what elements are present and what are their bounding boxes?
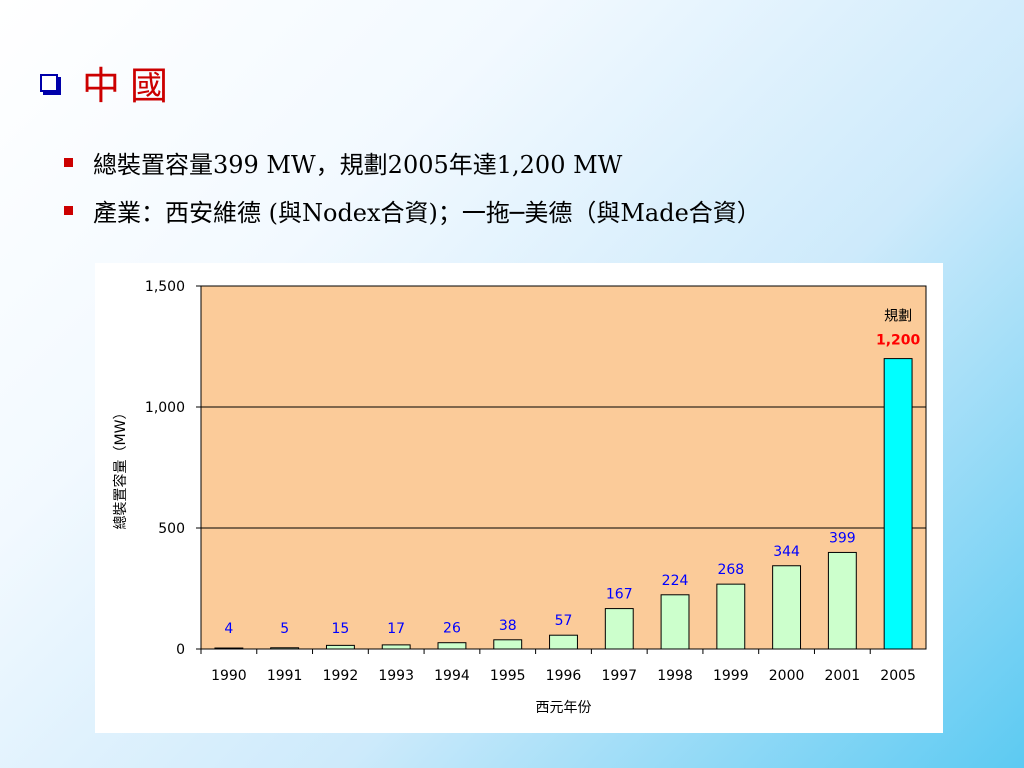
x-tick-label: 1990 — [211, 668, 247, 684]
x-axis-label: 西元年份 — [536, 700, 592, 716]
bar-1990 — [214, 647, 244, 650]
data-label-1998: 224 — [662, 573, 689, 589]
plan-note: 規劃 — [884, 309, 912, 325]
data-label-2001: 399 — [829, 530, 856, 546]
bar-2005 — [883, 358, 913, 650]
bar-1992 — [325, 644, 355, 650]
data-label-1994: 26 — [443, 621, 461, 637]
y-tick-label: 1,000 — [145, 400, 185, 416]
data-label-1990: 4 — [224, 621, 233, 637]
bar-1999 — [716, 583, 746, 650]
bullet-text: 產業：西安維德 (與Nodex合資)；一拖─美德（與Made合資） — [93, 198, 761, 227]
x-tick-label: 1997 — [601, 668, 637, 684]
data-label-2000: 344 — [773, 544, 800, 560]
x-tick-label: 1993 — [378, 668, 414, 684]
y-tick-label: 1,500 — [145, 279, 185, 295]
bullet-item: 總裝置容量399 MW，規劃2005年達1,200 MW — [64, 138, 761, 186]
x-tick-label: 1995 — [490, 668, 526, 684]
bar-2001 — [827, 551, 857, 650]
x-tick-label: 1996 — [546, 668, 582, 684]
x-tick-label: 1992 — [323, 668, 359, 684]
data-label-2005: 1,200 — [876, 333, 921, 349]
x-tick-label: 2000 — [769, 668, 805, 684]
bar-1997 — [604, 608, 634, 650]
x-axis: 1990 1991 1992 1993 1994 1995 1996 1997 1998 1999… — [200, 649, 916, 684]
bar-1993 — [381, 644, 411, 650]
x-tick-label: 1994 — [434, 668, 470, 684]
data-label-1995: 38 — [499, 618, 517, 634]
bar-1991 — [270, 647, 300, 650]
bar-1994 — [437, 642, 467, 650]
data-label-1992: 15 — [332, 621, 350, 637]
square-bullet-icon — [64, 157, 73, 167]
bars — [214, 358, 913, 650]
y-axis-label: 總裝置容量（MW） — [112, 406, 129, 530]
x-tick-label: 2001 — [825, 668, 861, 684]
y-axis: 0 500 1,000 1,500 — [145, 279, 201, 658]
data-label-1999: 268 — [717, 562, 744, 578]
y-tick-label: 0 — [176, 642, 185, 658]
data-label-1997: 167 — [606, 587, 633, 603]
bar-1998 — [660, 594, 690, 650]
plot-area — [200, 285, 927, 650]
bar-1996 — [549, 634, 578, 650]
slide-title: 中國 — [40, 55, 178, 110]
bar-2000 — [772, 565, 802, 650]
title-text: 中國 — [82, 64, 179, 108]
checkbox-bullet-icon — [40, 73, 58, 92]
bullet-item: 產業：西安維德 (與Nodex合資)；一拖─美德（與Made合資） — [64, 186, 761, 234]
data-labels: 4 5 15 17 26 38 57 167 224 268 344 399 1,200 — [224, 333, 920, 637]
x-tick-label: 1991 — [267, 668, 303, 684]
bullet-text: 總裝置容量399 MW，規劃2005年達1,200 MW — [93, 150, 623, 179]
bar-chart: 4 5 15 17 26 38 57 167 224 268 344 399 1,200 0 500 1,0… — [112, 279, 927, 716]
square-bullet-icon — [64, 205, 73, 215]
bullet-list: 總裝置容量399 MW，規劃2005年達1,200 MW 產業：西安維德 (與N… — [64, 138, 761, 234]
x-tick-label: 1998 — [657, 668, 693, 684]
x-tick-label: 1999 — [713, 668, 749, 684]
y-tick-label: 500 — [158, 521, 185, 537]
bar-1995 — [493, 639, 523, 650]
chart-panel: 4 5 15 17 26 38 57 167 224 268 344 399 1,200 0 500 1,0… — [95, 263, 943, 733]
x-tick-label: 2005 — [880, 668, 916, 684]
data-label-1996: 57 — [555, 613, 573, 629]
data-label-1991: 5 — [280, 621, 289, 637]
data-label-1993: 17 — [387, 621, 405, 637]
